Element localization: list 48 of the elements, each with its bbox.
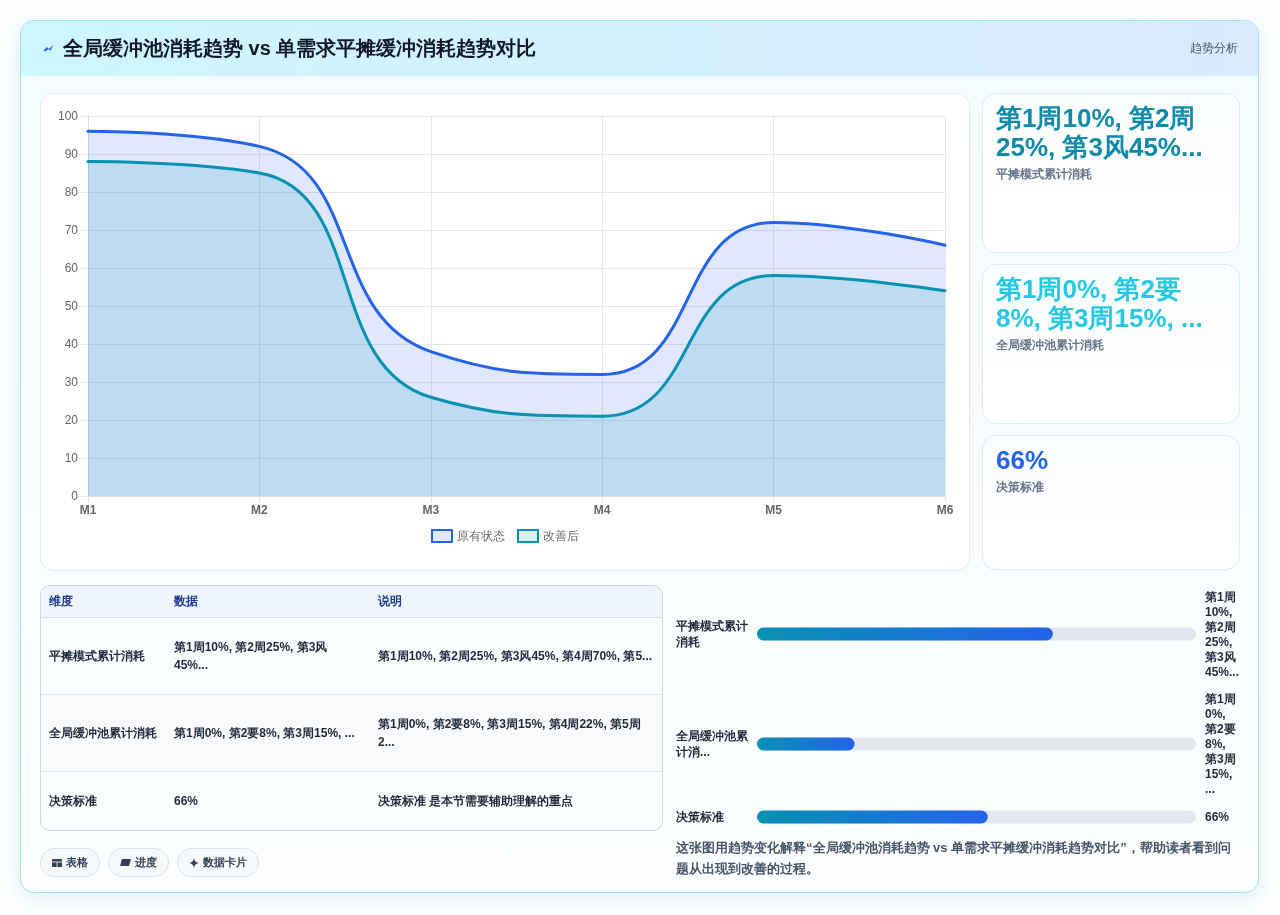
legend-label: 原有状态 <box>457 529 505 543</box>
text: 全局缓冲池累计消耗 <box>996 337 1105 353</box>
category-label: 维度 <box>41 586 166 618</box>
x-tick-label: M5 <box>765 503 783 517</box>
text: 第1周0%, 第2要8%, 第3周15%, 第4周22%, 第5周2... <box>378 717 641 749</box>
y-tick-label: 10 <box>64 451 79 465</box>
text: 决策标准 <box>996 479 1045 495</box>
y-tick-label: 20 <box>64 413 79 427</box>
text: 平摊模式累计消耗 <box>996 166 1093 182</box>
text: 第1周0%, 第2要8%, 第3周15%, ... <box>996 274 1203 333</box>
text: 第1周10%, 第2周25%, 第3风45%... <box>174 640 328 672</box>
x-tick-label: M2 <box>251 503 269 517</box>
y-tick-label: 0 <box>71 489 79 503</box>
x-tick-label: M1 <box>79 503 97 517</box>
y-tick-label: 40 <box>64 337 79 351</box>
category-label: 说明 <box>370 586 662 618</box>
x-tick-label: M3 <box>422 503 440 517</box>
y2-tick-label: 第1周10%, 第2周25%, 第3风45%... <box>1204 589 1240 679</box>
legend-label: 改善后 <box>543 529 579 543</box>
y-tick-label: 50 <box>64 299 79 313</box>
y-tick-label: 30 <box>64 375 79 389</box>
text: 66% <box>996 445 1049 475</box>
y-tick-label: 70 <box>64 223 79 237</box>
category-label: 平摊模式累计消耗 <box>49 649 145 663</box>
button: 进度 <box>108 848 169 877</box>
y-tick-label: 90 <box>64 147 79 161</box>
button: 数据卡片 <box>177 848 259 877</box>
text: 决策标准 是本节需要辅助理解的重点 <box>378 794 574 808</box>
y-tick-label: 80 <box>64 185 79 199</box>
annotation: 这张图用趋势变化解释“全局缓冲池消耗趋势 vs 单需求平摊缓冲消耗趋势对比”，帮助读者看到问题从出现到改善的过程。 <box>676 839 1232 878</box>
y2-tick-label: 第1周0%, 第2要8%, 第3周15%, ... <box>1204 692 1236 796</box>
category-label: 全局缓冲池累计消耗 <box>49 726 157 740</box>
text: 66% <box>174 794 199 808</box>
y-tick-label: 决策标准 <box>676 810 724 824</box>
text: 趋势分析 <box>1190 40 1238 56</box>
text: 第1周10%, 第2周25%, 第3风45%, 第4周70%, 第5... <box>378 649 653 663</box>
y2-tick-label: 66% <box>1205 810 1230 824</box>
y-tick-label: 60 <box>64 261 79 275</box>
button: 表格 <box>40 848 100 877</box>
x-tick-label: M6 <box>936 503 954 517</box>
y-tick-label: 100 <box>57 109 79 123</box>
y-tick-label: 全局缓冲池累计消... <box>675 729 749 759</box>
x-tick-label: M4 <box>593 503 611 517</box>
chart-title: 全局缓冲池消耗趋势 vs 单需求平摊缓冲消耗趋势对比 <box>63 36 537 61</box>
text: 第1周10%, 第2周25%, 第3风45%... <box>996 103 1203 162</box>
text: 第1周0%, 第2要8%, 第3周15%, ... <box>174 726 355 740</box>
y-tick-label: 平摊模式累计消耗 <box>675 619 748 649</box>
category-label: 数据 <box>166 586 370 618</box>
